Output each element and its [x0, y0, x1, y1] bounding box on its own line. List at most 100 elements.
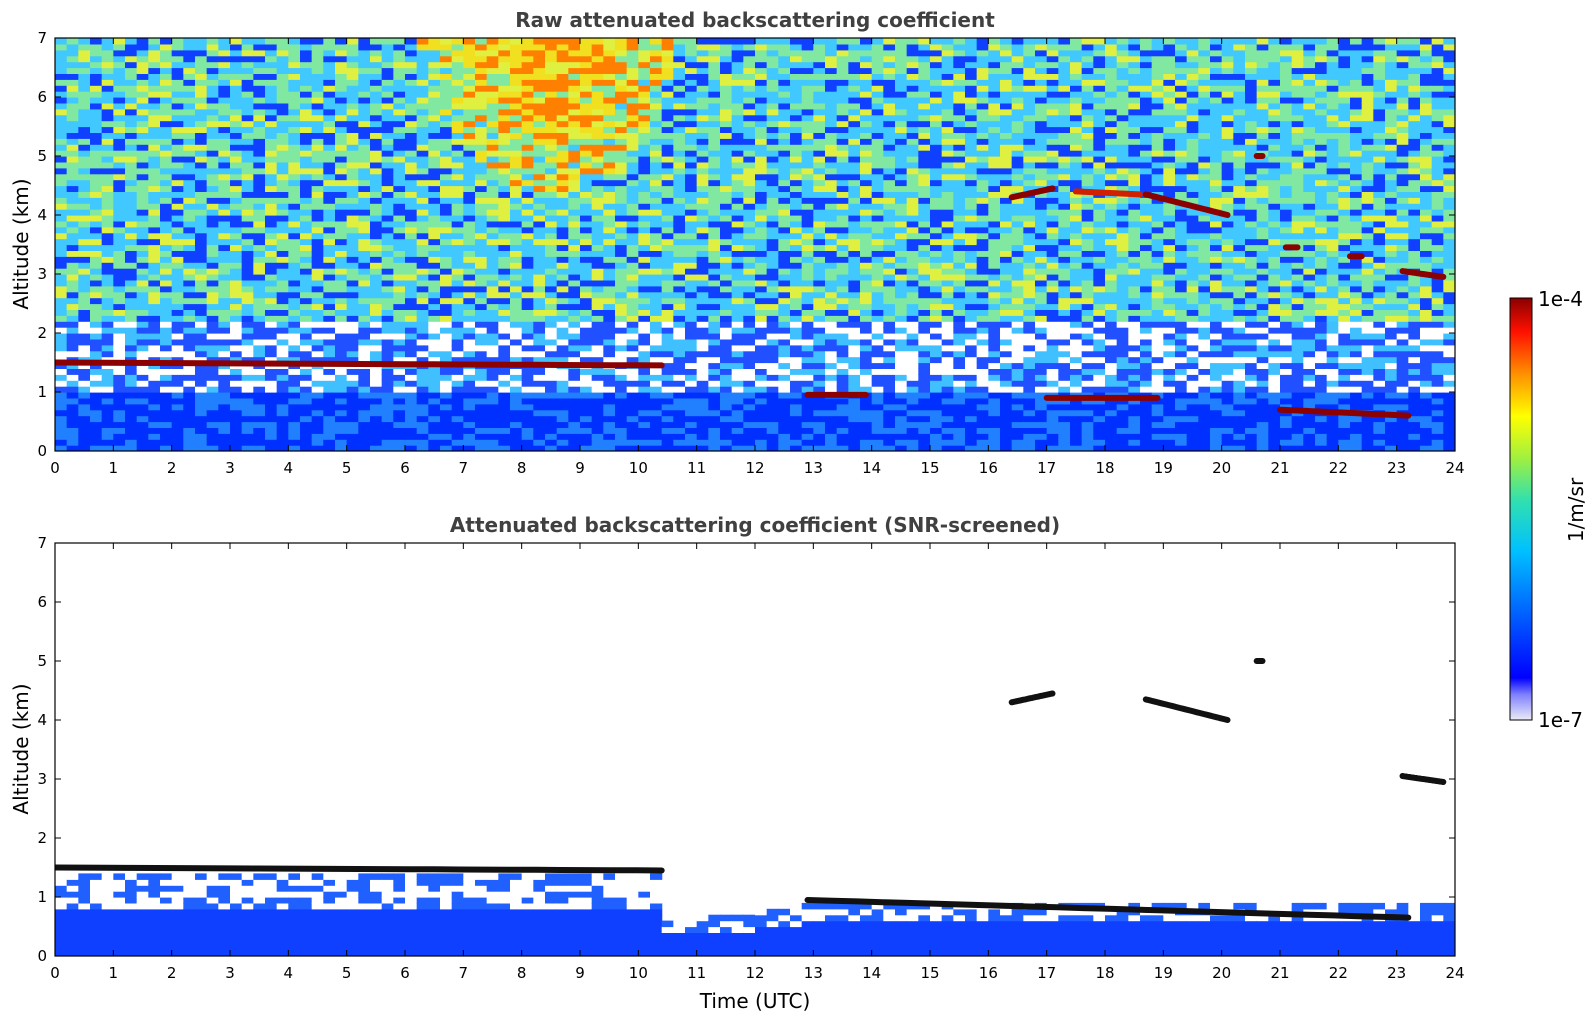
- heatmap-cell: [125, 167, 138, 175]
- heatmap-cell: [136, 279, 149, 287]
- heatmap-cell: [650, 79, 663, 86]
- heatmap-cell: [230, 315, 243, 322]
- heatmap-cell: [253, 108, 266, 116]
- heatmap-cell: [346, 120, 359, 128]
- heatmap-cell: [591, 91, 604, 98]
- heatmap-cell: [288, 350, 301, 358]
- heatmap-cell: [533, 191, 546, 198]
- heatmap-cell: [393, 421, 406, 428]
- heatmap-cell: [78, 43, 91, 51]
- heatmap-cell: [335, 380, 348, 387]
- heatmap-cell: [171, 197, 184, 204]
- heatmap-cell: [848, 49, 861, 57]
- heatmap-cell: [346, 114, 359, 122]
- heatmap-cell: [265, 244, 278, 251]
- heatmap-cell: [498, 415, 511, 423]
- heatmap-cell: [171, 445, 184, 451]
- heatmap-cell: [288, 167, 301, 175]
- heatmap-cell: [685, 297, 698, 305]
- heatmap-cell: [650, 197, 663, 204]
- heatmap-cell: [510, 43, 523, 51]
- heatmap-cell: [638, 120, 651, 128]
- heatmap-cell: [416, 244, 429, 251]
- heatmap-cell: [55, 67, 68, 74]
- heatmap-cell: [125, 291, 138, 299]
- heatmap-cell: [475, 256, 488, 263]
- heatmap-cell: [195, 297, 208, 305]
- heatmap-cell: [300, 185, 313, 192]
- heatmap-cell: [545, 167, 558, 175]
- heatmap-cell: [638, 421, 651, 428]
- heatmap-cell: [323, 97, 336, 104]
- heatmap-cell: [755, 427, 768, 434]
- heatmap-cell: [311, 150, 324, 157]
- heatmap-cell: [498, 291, 511, 299]
- heatmap-cell: [533, 409, 546, 417]
- heatmap-cell: [148, 350, 161, 358]
- heatmap-cell: [230, 274, 243, 281]
- heatmap-cell: [533, 67, 546, 74]
- heatmap-cell: [743, 250, 756, 257]
- heatmap-cell: [708, 38, 721, 45]
- heatmap-cell: [405, 433, 418, 440]
- heatmap-cell: [661, 232, 674, 240]
- heatmap-cell: [615, 297, 628, 305]
- heatmap-cell: [136, 138, 149, 145]
- heatmap-cell: [253, 55, 266, 63]
- heatmap-cell: [90, 256, 103, 263]
- heatmap-cell: [533, 173, 546, 181]
- heatmap-cell: [183, 144, 196, 151]
- heatmap-cell: [696, 108, 709, 116]
- heatmap-cell: [125, 232, 138, 240]
- heatmap-cell: [440, 262, 453, 269]
- heatmap-cell: [265, 439, 278, 446]
- heatmap-cell: [696, 362, 709, 369]
- heatmap-cell: [288, 333, 301, 340]
- heatmap-cell: [871, 409, 884, 417]
- heatmap-cell: [358, 191, 371, 198]
- heatmap-cell: [871, 421, 884, 428]
- heatmap-cell: [801, 433, 814, 440]
- heatmap-cell: [778, 274, 791, 281]
- heatmap-cell: [346, 67, 359, 74]
- heatmap-cell: [871, 132, 884, 139]
- heatmap-cell: [358, 291, 371, 299]
- heatmap-cell: [801, 79, 814, 86]
- heatmap-cell: [848, 250, 861, 257]
- heatmap-cell: [626, 409, 639, 417]
- heatmap-cell: [90, 220, 103, 228]
- heatmap-cell: [661, 415, 674, 423]
- heatmap-cell: [218, 49, 231, 57]
- heatmap-cell: [358, 439, 371, 446]
- heatmap-cell: [335, 79, 348, 86]
- heatmap-cell: [510, 114, 523, 122]
- heatmap-cell: [673, 138, 686, 145]
- heatmap-cell: [125, 191, 138, 198]
- heatmap-cell: [743, 303, 756, 310]
- heatmap-cell: [603, 397, 616, 405]
- heatmap-cell: [545, 67, 558, 74]
- heatmap-cell: [428, 368, 441, 375]
- heatmap-cell: [790, 433, 803, 440]
- heatmap-cell: [136, 433, 149, 440]
- heatmap-cell: [300, 380, 313, 387]
- heatmap-cell: [626, 433, 639, 440]
- heatmap-cell: [603, 344, 616, 352]
- heatmap-cell: [358, 256, 371, 263]
- heatmap-cell: [790, 439, 803, 446]
- heatmap-cell: [300, 244, 313, 251]
- heatmap-cell: [545, 291, 558, 299]
- heatmap-cell: [755, 309, 768, 316]
- heatmap-cell: [335, 415, 348, 423]
- heatmap-cell: [101, 150, 114, 157]
- heatmap-cell: [125, 268, 138, 275]
- heatmap-cell: [288, 215, 301, 222]
- heatmap-cell: [113, 409, 126, 417]
- heatmap-cell: [545, 43, 558, 51]
- heatmap-cell: [241, 380, 254, 387]
- heatmap-cell: [218, 397, 231, 405]
- heatmap-cell: [451, 321, 464, 328]
- heatmap-cell: [125, 327, 138, 334]
- heatmap-cell: [463, 380, 476, 387]
- heatmap-cell: [475, 415, 488, 423]
